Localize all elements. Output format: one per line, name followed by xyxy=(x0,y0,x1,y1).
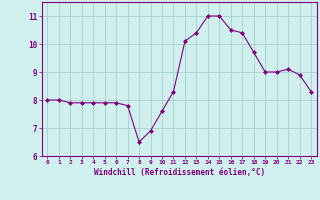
X-axis label: Windchill (Refroidissement éolien,°C): Windchill (Refroidissement éolien,°C) xyxy=(94,168,265,177)
